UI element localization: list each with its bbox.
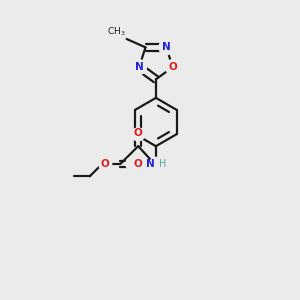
Circle shape <box>132 128 145 141</box>
Circle shape <box>165 60 180 74</box>
Text: CH$_3$: CH$_3$ <box>106 25 125 38</box>
Text: N: N <box>146 159 154 169</box>
Circle shape <box>132 60 146 74</box>
Circle shape <box>99 158 112 170</box>
Circle shape <box>159 40 174 55</box>
Text: O: O <box>168 62 177 72</box>
Text: O: O <box>133 159 142 169</box>
Circle shape <box>150 158 162 169</box>
Text: H: H <box>159 159 166 169</box>
Text: N: N <box>135 62 143 72</box>
Circle shape <box>126 158 139 170</box>
Text: O: O <box>101 159 110 169</box>
Text: N: N <box>162 42 171 52</box>
Text: O: O <box>134 128 142 139</box>
